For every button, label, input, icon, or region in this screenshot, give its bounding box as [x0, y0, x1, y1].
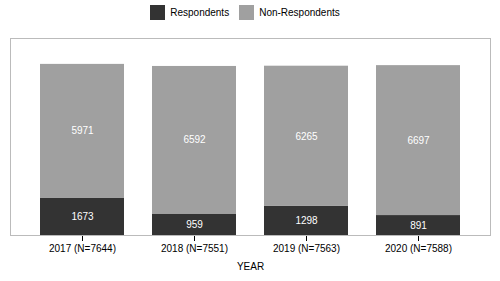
svg-text:2018 (N=7551): 2018 (N=7551) — [161, 243, 228, 254]
html-text:Non-Respondents: Non-Respondents — [259, 7, 340, 18]
svg-text:959: 959 — [186, 219, 203, 230]
svg-text:891: 891 — [410, 220, 427, 231]
html-text:Respondents: Respondents — [170, 7, 230, 18]
svg-text:2019 (N=7563): 2019 (N=7563) — [273, 243, 340, 254]
svg-text:6697: 6697 — [407, 135, 430, 146]
svg-text:6265: 6265 — [295, 131, 318, 142]
svg-text:2017 (N=7644): 2017 (N=7644) — [49, 243, 116, 254]
svg-text:1673: 1673 — [71, 211, 94, 222]
svg-text:5971: 5971 — [71, 125, 94, 136]
svg-text:2020 (N=7588): 2020 (N=7588) — [385, 243, 452, 254]
svg-text:YEAR: YEAR — [237, 261, 264, 272]
svg-text:1298: 1298 — [295, 215, 318, 226]
svg-text:6592: 6592 — [183, 134, 206, 145]
